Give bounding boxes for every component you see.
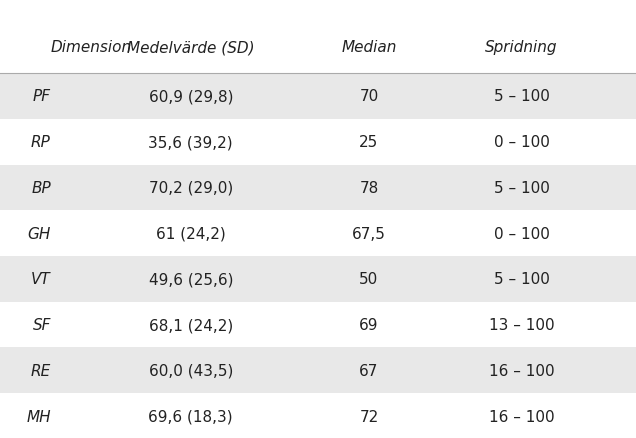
Text: VT: VT [31,272,51,287]
Text: SF: SF [32,318,51,332]
Text: GH: GH [27,226,51,241]
Text: 60,9 (29,8): 60,9 (29,8) [149,89,233,104]
FancyBboxPatch shape [0,393,636,438]
FancyBboxPatch shape [0,348,636,393]
Text: Spridning: Spridning [485,40,558,55]
Text: PF: PF [33,89,51,104]
Text: 60,0 (43,5): 60,0 (43,5) [149,363,233,378]
Text: BP: BP [31,180,51,195]
Text: 0 – 100: 0 – 100 [494,135,550,150]
Text: 70,2 (29,0): 70,2 (29,0) [149,180,233,195]
Text: 25: 25 [359,135,378,150]
Text: RP: RP [31,135,51,150]
Text: 50: 50 [359,272,378,287]
Text: 68,1 (24,2): 68,1 (24,2) [149,318,233,332]
FancyBboxPatch shape [0,302,636,348]
Text: 70: 70 [359,89,378,104]
Text: 78: 78 [359,180,378,195]
Text: 13 – 100: 13 – 100 [488,318,555,332]
Text: 67: 67 [359,363,378,378]
FancyBboxPatch shape [0,211,636,256]
Text: 0 – 100: 0 – 100 [494,226,550,241]
Text: 49,6 (25,6): 49,6 (25,6) [149,272,233,287]
FancyBboxPatch shape [0,165,636,211]
Text: 61 (24,2): 61 (24,2) [156,226,226,241]
FancyBboxPatch shape [0,74,636,120]
Text: 67,5: 67,5 [352,226,386,241]
Text: 5 – 100: 5 – 100 [494,272,550,287]
Text: 5 – 100: 5 – 100 [494,180,550,195]
FancyBboxPatch shape [0,256,636,302]
Text: 5 – 100: 5 – 100 [494,89,550,104]
Text: MH: MH [26,409,51,424]
Text: 72: 72 [359,409,378,424]
Text: 16 – 100: 16 – 100 [488,409,555,424]
Text: RE: RE [31,363,51,378]
Text: 69: 69 [359,318,378,332]
Text: Median: Median [341,40,397,55]
Text: 69,6 (18,3): 69,6 (18,3) [148,409,233,424]
Text: 16 – 100: 16 – 100 [488,363,555,378]
Text: 35,6 (39,2): 35,6 (39,2) [148,135,233,150]
Text: Dimension: Dimension [51,40,132,55]
FancyBboxPatch shape [0,120,636,165]
Text: Medelvärde (SD): Medelvärde (SD) [127,40,254,55]
